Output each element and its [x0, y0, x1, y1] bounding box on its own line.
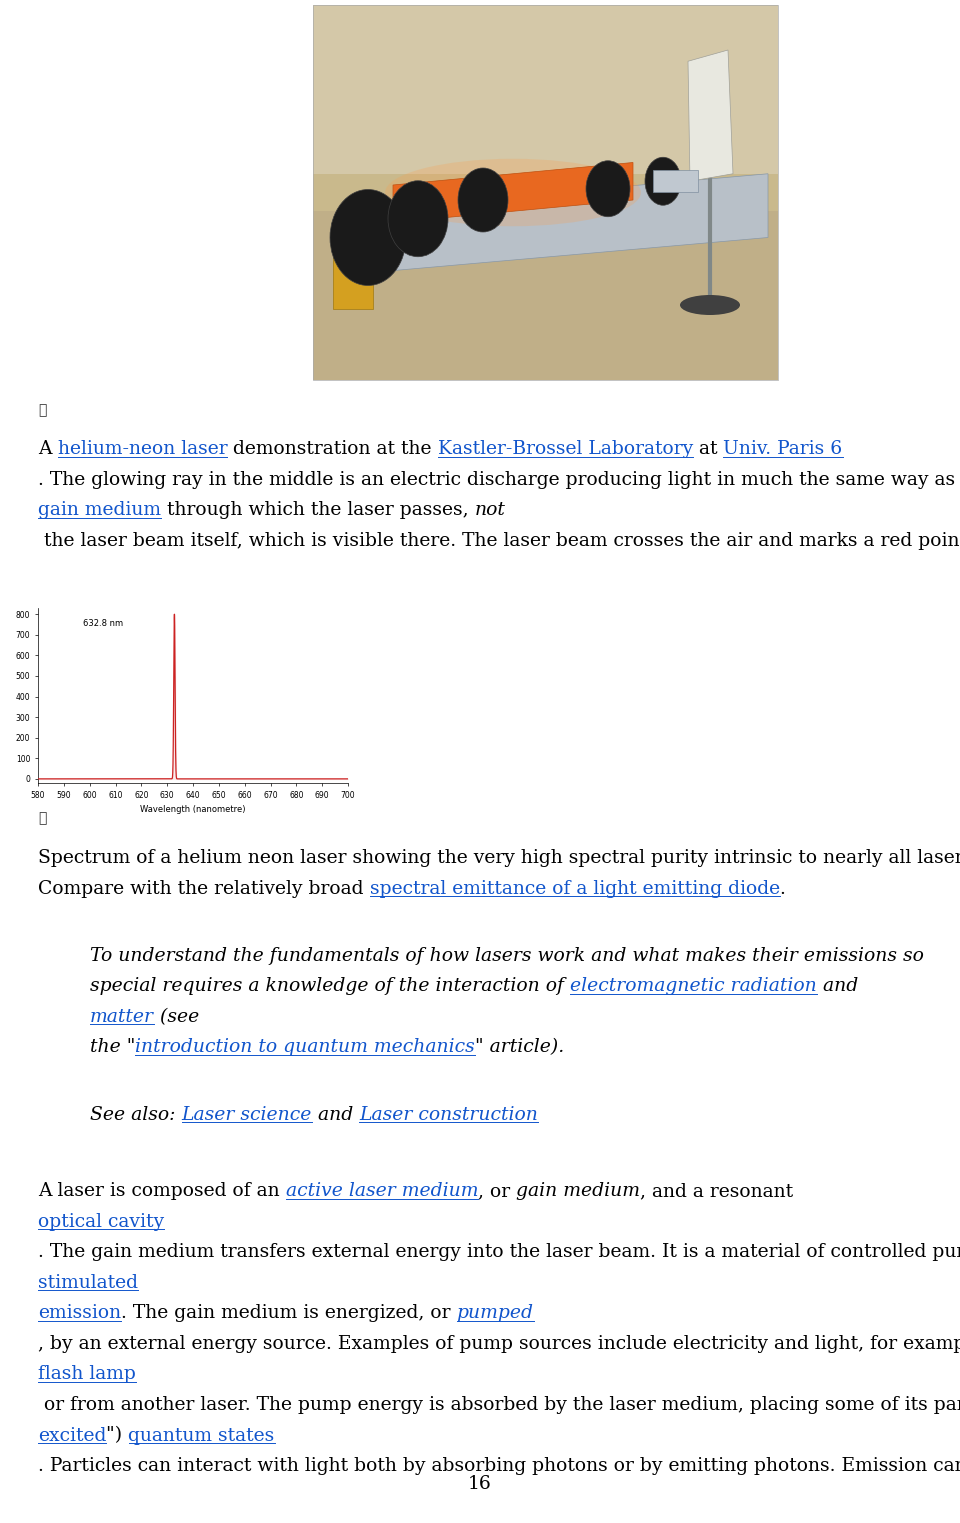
Text: or from another laser. The pump energy is absorbed by the laser medium, placing : or from another laser. The pump energy i… [38, 1397, 960, 1415]
Text: emission: emission [38, 1304, 121, 1322]
Ellipse shape [388, 181, 448, 257]
Text: (see: (see [154, 1008, 200, 1027]
Text: excited: excited [38, 1427, 107, 1444]
Text: spectral emittance of a light emitting diode: spectral emittance of a light emitting d… [370, 880, 780, 897]
Text: . The glowing ray in the middle is an electric discharge producing light in much: . The glowing ray in the middle is an el… [38, 471, 960, 489]
Text: , by an external energy source. Examples of pump sources include electricity and: , by an external energy source. Examples… [38, 1334, 960, 1352]
Bar [313, 5, 778, 174]
Text: gain medium: gain medium [516, 1182, 640, 1200]
Text: ⎘: ⎘ [38, 812, 46, 825]
Text: Laser science: Laser science [181, 1106, 312, 1124]
Text: electromagnetic radiation: electromagnetic radiation [570, 978, 817, 996]
Text: , or: , or [478, 1182, 516, 1200]
Polygon shape [393, 163, 633, 222]
Bar [313, 5, 778, 381]
Text: pumped: pumped [457, 1304, 534, 1322]
Text: helium-neon laser: helium-neon laser [58, 440, 228, 458]
Bar [653, 171, 698, 192]
Polygon shape [343, 174, 768, 276]
Text: ⎘: ⎘ [38, 404, 46, 417]
Text: . The gain medium is energized, or: . The gain medium is energized, or [121, 1304, 457, 1322]
Polygon shape [688, 50, 733, 181]
Text: special requires a knowledge of the interaction of: special requires a knowledge of the inte… [90, 978, 570, 996]
Ellipse shape [645, 157, 681, 206]
Text: Laser construction: Laser construction [359, 1106, 538, 1124]
X-axis label: Wavelength (nanometre): Wavelength (nanometre) [140, 806, 246, 815]
Text: through which the laser passes,: through which the laser passes, [161, 501, 474, 519]
Text: , and a resonant: , and a resonant [640, 1182, 800, 1200]
Ellipse shape [385, 158, 641, 227]
Text: quantum states: quantum states [129, 1427, 275, 1444]
Ellipse shape [586, 161, 630, 216]
Ellipse shape [330, 189, 406, 285]
Text: A: A [38, 440, 58, 458]
Text: the laser beam itself, which is visible there. The laser beam crosses the air an: the laser beam itself, which is visible … [38, 532, 960, 550]
Text: and: and [312, 1106, 359, 1124]
Bar [313, 212, 778, 381]
Text: Univ. Paris 6: Univ. Paris 6 [724, 440, 843, 458]
Text: gain medium: gain medium [38, 501, 161, 519]
Text: not: not [474, 501, 506, 519]
Text: 632.8 nm: 632.8 nm [83, 618, 123, 627]
Text: 16: 16 [468, 1474, 492, 1493]
Text: Compare with the relatively broad: Compare with the relatively broad [38, 880, 370, 897]
Text: " article).: " article). [475, 1039, 564, 1057]
Text: stimulated: stimulated [38, 1273, 138, 1292]
Text: and: and [817, 978, 864, 996]
Text: Spectrum of a helium neon laser showing the very high spectral purity intrinsic : Spectrum of a helium neon laser showing … [38, 848, 960, 867]
Text: demonstration at the: demonstration at the [228, 440, 438, 458]
Text: flash lamp: flash lamp [38, 1366, 136, 1383]
Text: . Particles can interact with light both by absorbing photons or by emitting pho: . Particles can interact with light both… [38, 1458, 960, 1476]
Text: See also:: See also: [90, 1106, 181, 1124]
Text: A laser is composed of an: A laser is composed of an [38, 1182, 286, 1200]
Text: active laser medium: active laser medium [286, 1182, 478, 1200]
Text: at: at [693, 440, 724, 458]
Text: Kastler-Brossel Laboratory: Kastler-Brossel Laboratory [438, 440, 693, 458]
Text: the ": the " [90, 1039, 135, 1057]
Bar [313, 5, 778, 381]
Text: matter: matter [90, 1008, 154, 1027]
Ellipse shape [680, 295, 740, 315]
Bar [333, 248, 373, 309]
Text: . The gain medium transfers external energy into the laser beam. It is a materia: . The gain medium transfers external ene… [38, 1243, 960, 1261]
Text: To understand the fundamentals of how lasers work and what makes their emissions: To understand the fundamentals of how la… [90, 947, 924, 964]
Text: optical cavity: optical cavity [38, 1212, 164, 1231]
Text: introduction to quantum mechanics: introduction to quantum mechanics [135, 1039, 475, 1057]
Text: "): ") [107, 1427, 129, 1444]
Text: .: . [780, 880, 785, 897]
Ellipse shape [458, 168, 508, 231]
